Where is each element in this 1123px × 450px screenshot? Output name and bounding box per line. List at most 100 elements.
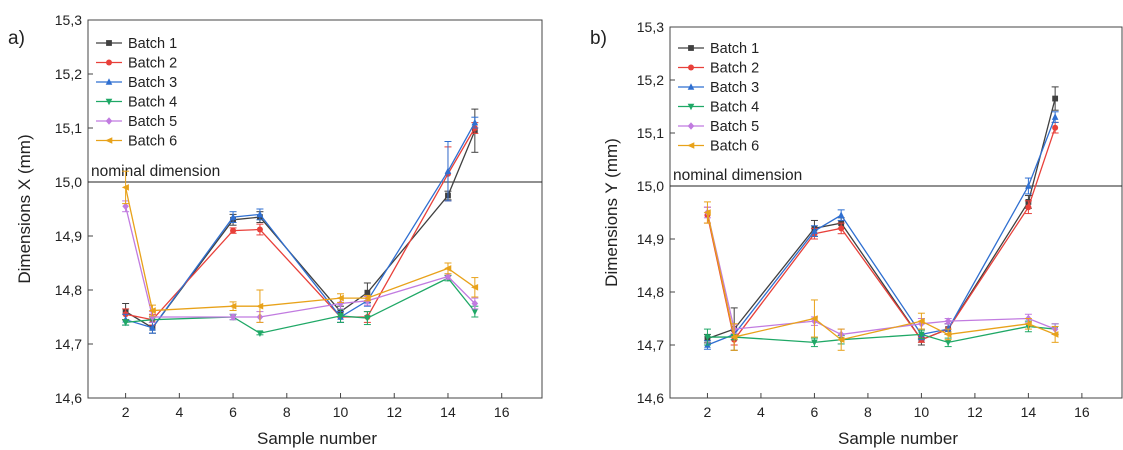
x-tick-label: 4 xyxy=(757,404,765,420)
series-line xyxy=(706,212,1056,341)
legend-label: Batch 5 xyxy=(710,119,759,135)
series-batch-4 xyxy=(122,274,479,337)
series-line xyxy=(124,187,476,312)
data-point xyxy=(256,226,263,233)
data-point xyxy=(229,313,237,321)
y-tick-label: 15,1 xyxy=(55,120,82,136)
series-batch-5 xyxy=(703,206,1059,341)
legend-label: Batch 1 xyxy=(710,41,759,57)
data-point xyxy=(122,202,129,211)
legend-label: Batch 2 xyxy=(128,56,177,72)
series-line xyxy=(124,206,476,318)
data-point xyxy=(1025,182,1032,189)
data-point xyxy=(730,333,738,341)
legend-marker xyxy=(106,40,112,46)
data-point xyxy=(1051,331,1059,338)
x-tick-label: 8 xyxy=(283,404,291,420)
data-point xyxy=(1052,95,1059,102)
x-tick-label: 4 xyxy=(175,404,183,420)
series-batch-4 xyxy=(703,320,1059,348)
y-tick-label: 15,3 xyxy=(55,12,82,28)
data-point xyxy=(364,315,371,322)
data-point xyxy=(256,330,264,337)
nominal-dimension-label: nominal dimension xyxy=(673,167,802,184)
data-point xyxy=(364,289,371,296)
data-point xyxy=(1052,124,1059,131)
legend-marker xyxy=(687,122,695,130)
data-point xyxy=(918,331,925,339)
data-point xyxy=(837,211,845,218)
y-tick-label: 14,7 xyxy=(637,337,664,353)
series-batch-6 xyxy=(703,201,1059,351)
y-axis-label: Dimensions Y (mm) xyxy=(602,138,621,287)
series-line xyxy=(125,130,476,329)
data-point xyxy=(337,313,344,320)
legend-label: Batch 4 xyxy=(710,100,759,116)
data-point xyxy=(471,308,479,316)
data-point xyxy=(336,294,344,302)
data-point xyxy=(1051,113,1059,120)
legend-label: Batch 3 xyxy=(128,75,177,91)
data-point xyxy=(1024,320,1032,328)
panel-label: b) xyxy=(590,28,607,49)
y-tick-label: 14,9 xyxy=(637,231,664,247)
data-point xyxy=(810,315,818,322)
x-tick-label: 10 xyxy=(914,404,930,420)
series-batch-2 xyxy=(703,121,1059,346)
data-point xyxy=(148,307,156,314)
x-tick-label: 6 xyxy=(811,404,819,420)
y-tick-label: 15,3 xyxy=(637,19,664,35)
y-tick-label: 15,0 xyxy=(637,178,664,194)
data-point xyxy=(944,331,952,338)
legend-marker xyxy=(105,98,113,106)
x-tick-label: 8 xyxy=(864,404,872,420)
y-tick-label: 14,6 xyxy=(637,390,664,406)
data-point xyxy=(944,339,952,347)
data-point xyxy=(471,284,479,291)
data-point xyxy=(703,209,711,216)
data-point xyxy=(122,319,129,327)
data-point xyxy=(444,272,452,281)
y-tick-label: 14,8 xyxy=(637,284,664,300)
y-tick-label: 15,0 xyxy=(55,174,82,190)
plot-frame xyxy=(669,26,1123,399)
x-axis-label: Sample number xyxy=(838,429,958,448)
y-axis-label: Dimensions X (mm) xyxy=(15,134,34,283)
y-tick-label: 14,6 xyxy=(55,390,82,406)
data-point xyxy=(363,294,371,302)
nominal-dimension-label: nominal dimension xyxy=(91,163,220,180)
legend-label: Batch 6 xyxy=(128,134,177,150)
legend-marker xyxy=(105,78,113,85)
y-tick-label: 15,2 xyxy=(637,72,664,88)
legend-marker xyxy=(106,59,112,66)
legend-label: Batch 1 xyxy=(128,36,177,52)
legend-marker xyxy=(105,117,113,125)
legend-label: Batch 6 xyxy=(710,139,759,155)
legend-marker xyxy=(687,142,695,149)
data-point xyxy=(149,324,156,331)
y-tick-label: 15,1 xyxy=(637,125,664,141)
x-tick-label: 16 xyxy=(1074,404,1090,420)
data-point xyxy=(149,313,156,321)
x-tick-label: 12 xyxy=(967,404,983,420)
x-tick-label: 16 xyxy=(494,404,510,420)
series-line xyxy=(706,127,1056,342)
data-point xyxy=(944,325,952,332)
data-point xyxy=(471,118,479,126)
legend-marker xyxy=(688,45,694,51)
data-point xyxy=(337,299,344,308)
x-tick-label: 6 xyxy=(229,404,237,420)
legend-label: Batch 5 xyxy=(128,114,177,130)
series-line xyxy=(125,127,476,321)
legend-label: Batch 4 xyxy=(128,95,177,111)
series-line xyxy=(125,277,476,334)
legend-marker xyxy=(687,83,695,90)
x-tick-label: 10 xyxy=(333,404,349,420)
series-batch-6 xyxy=(121,170,479,323)
data-point xyxy=(256,210,264,218)
x-tick-label: 14 xyxy=(440,404,456,420)
data-point xyxy=(811,227,818,234)
series-line xyxy=(707,98,1056,341)
